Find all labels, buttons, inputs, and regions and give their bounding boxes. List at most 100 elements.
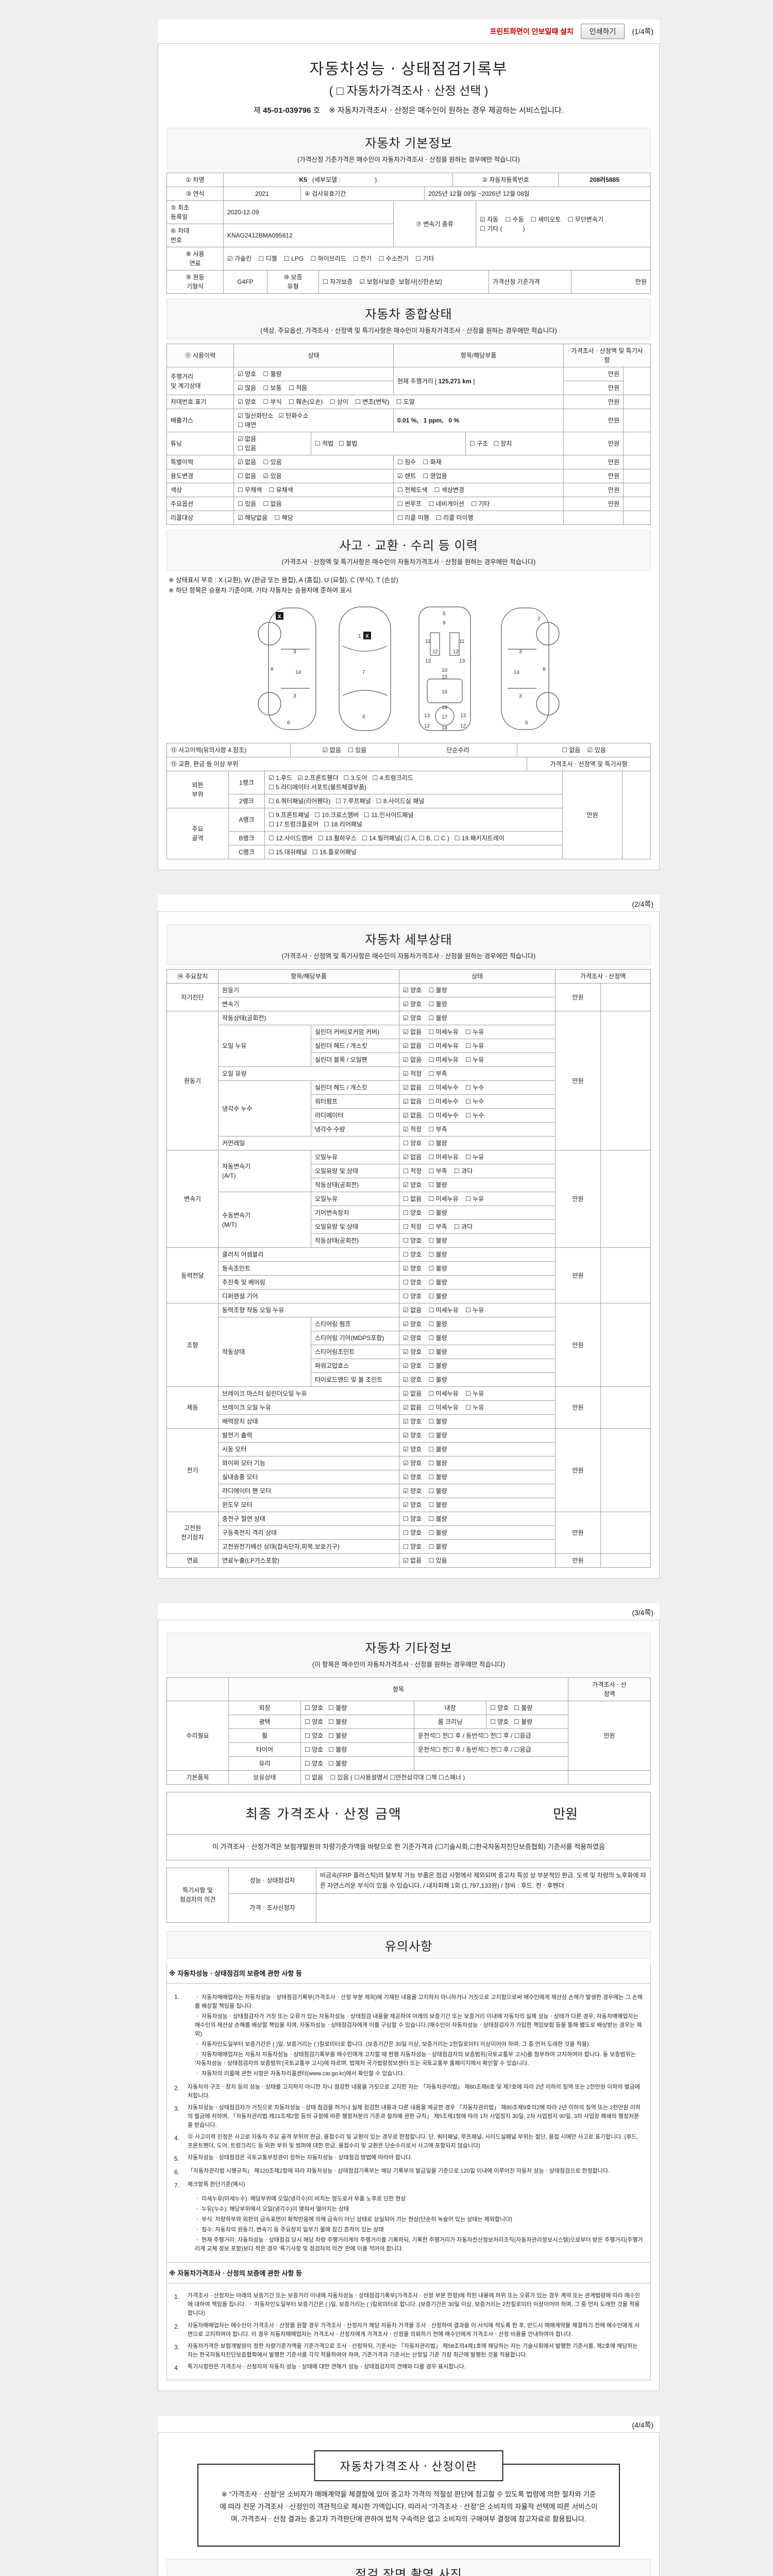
- item-label: 클러치 어셈블리: [219, 1248, 399, 1262]
- panel-number: 12: [453, 649, 459, 655]
- note-bullet: ㆍ 자동차인도일부터 보증기간은 ( )일, 보증거리는 ( )킬로미터로 합니…: [195, 2041, 589, 2047]
- note-cell: [624, 395, 651, 409]
- row-label: 배출가스: [167, 409, 234, 432]
- item-label: 등속조인트: [219, 1262, 399, 1276]
- car-right-profile-outline: [501, 607, 549, 730]
- panel-number: 13: [424, 713, 430, 719]
- checkbox-group: ☑ 없음 ☐ 미세누유 ☐ 누유: [399, 1039, 556, 1053]
- item-label: 오일 누유: [219, 1025, 311, 1067]
- checkbox-group: ☐ 12.사이드멤버 ☐ 13.휠하우스 ☐ 14.필러패널( ☐ A, ☐ B…: [265, 832, 563, 845]
- group-label: 특기사항 및 점검자의 의견: [167, 1868, 229, 1923]
- sub-item-label: 타이로드엔드 및 볼 조인트: [311, 1373, 399, 1387]
- sub-item-label: 실린더 커버(로커암 커버): [311, 1025, 399, 1039]
- item-label: 변속기: [219, 997, 399, 1011]
- col-header: 상태: [399, 970, 556, 984]
- print-button[interactable]: 인쇄하기: [580, 24, 625, 39]
- comprehensive-table: ⑪ 사용이력 상태 항목/해당부품 가격조사ㆍ산정액 및 특기사 항 주행거리 …: [166, 344, 651, 525]
- section-note: (가격산정 기준가격은 매수인이 자동차가격조사ㆍ산정을 원하는 경우에만 적습…: [297, 156, 520, 163]
- col-header: 항목/해당부품: [219, 970, 399, 984]
- print-toolbar: 프린트화면이 안보일때 설치 인쇄하기 (1/4쪽): [158, 20, 660, 43]
- checkbox-group: ☐ 양호 ☐ 불량: [399, 1290, 556, 1303]
- checkbox-group: ☑ 없음 ☐ 미세누유 ☐ 누유: [399, 1150, 556, 1164]
- note-bullet: ㆍ 누유(누수): 해당부위에서 오일(냉각수)이 맺혀서 떨어지는 상태: [195, 2206, 349, 2213]
- checkbox-group: ☑ 양호 ☐ 불량: [399, 1443, 556, 1456]
- note-cell: [601, 1150, 651, 1248]
- item-label: 휠: [229, 1729, 301, 1743]
- price-unit: 만원: [564, 367, 624, 381]
- car-top-outline: [339, 606, 391, 731]
- section-title: 자동차 기타정보: [365, 1641, 452, 1655]
- note-cell: [601, 1554, 651, 1568]
- checkbox-group: ☑ 양호 ☐ 불량: [399, 1331, 556, 1345]
- col-header: 항목/해당부품: [394, 344, 564, 367]
- checkbox-group: ☐ 양호 ☐ 불량: [301, 1715, 414, 1729]
- item-label: 브레이크 오일 누유: [219, 1401, 399, 1415]
- price-unit: 만원: [564, 381, 624, 395]
- doc-title: 자동차성능ㆍ상태점검기록부: [309, 61, 508, 78]
- col-header: 항목: [229, 1678, 568, 1701]
- checkbox-group: ☐ 양호 ☐ 불량: [399, 1206, 556, 1220]
- sub-item-label: 파워고압호스: [311, 1359, 399, 1373]
- checkbox-group: ☑ 양호 ☐ 불량: [399, 1345, 556, 1359]
- note-number: 3.: [174, 2343, 180, 2351]
- note-text: 「자동차관리법 시행규칙」 제120조제2항에 따라 자동차성능ㆍ상태점검기록부…: [188, 2167, 610, 2174]
- document-column: 프린트화면이 안보일때 설치 인쇄하기 (1/4쪽) 자동차성능ㆍ상태점검기록부…: [158, 0, 660, 2576]
- checkbox-group: ☐ 없음 ☐ 미세누유 ☐ 누유: [399, 1192, 556, 1206]
- final-price-band: 최종 가격조사ㆍ산정 금액 만원: [166, 1792, 651, 1835]
- doc-number-line: 제 45-01-039796 호 ※ 자동차가격조사ㆍ산정은 매수인이 원하는 …: [166, 98, 651, 123]
- note-bullet: ㆍ 자동차의 리콜에 관한 사항은 자동차리콜센터(www.car.go.kr)…: [195, 2070, 405, 2077]
- panel-number: 16: [442, 689, 448, 695]
- note-number: 7.: [174, 2181, 180, 2189]
- note-text: 자동차의 구조ㆍ장치 등의 성능ㆍ상태를 고지하지 아니한 자나 점검한 내용을…: [188, 2084, 640, 2099]
- checkbox-group: ☐ 있음 ☐ 없음: [234, 497, 394, 511]
- checkbox-group: ☑ 많음 ☐ 보통 ☐ 적음: [234, 381, 394, 395]
- other-info-header: 자동차 기타정보 (이 항목은 매수인이 자동차가격조사ㆍ산정을 원하는 경우에…: [166, 1633, 651, 1673]
- checkbox-group: ☑ 가솔린 ☐ 디젤 ☐ LPG ☐ 하이브리드 ☐ 전기 ☐ 수소전기 ☐ 기…: [224, 247, 651, 270]
- sub-item-label: 작동상태(공회전): [311, 1178, 399, 1192]
- panel-number: 17: [442, 715, 448, 720]
- doc-subtitle: ( □ 자동차가격조사ㆍ산정 선택 ): [329, 84, 489, 97]
- sub-item-label: 냉각수 수량: [311, 1123, 399, 1137]
- row-label: ④ 검사유효기간: [301, 187, 425, 201]
- note-cell: [624, 497, 651, 511]
- other-info-table: 항목 가격조사ㆍ산 정액 수리필요 외장 ☐ 양호 ☐ 불량 내장 ☐ 양호 ☐ 불량…: [166, 1677, 651, 1785]
- checkbox-group: ☑ 양호 ☐ 불량: [399, 1498, 556, 1512]
- checkbox-group: ☐ 양호 ☐ 불량: [399, 1540, 556, 1554]
- checkbox-group: ☐ 양호 ☐ 불량: [399, 1276, 556, 1290]
- checkbox-group: ☑ 렌트 ☐ 영업용: [394, 469, 564, 483]
- sub-item-label: 스티어링 펌프: [311, 1317, 399, 1331]
- note-number: 4.: [174, 2364, 180, 2371]
- doc-no: 45-01-039796: [263, 106, 311, 115]
- price-unit: 만원: [564, 469, 624, 483]
- x-mark-badge: [363, 632, 371, 639]
- price-basis-note: 이 가격조사ㆍ산정가격은 보험개발원의 차량기준가액을 바탕으로 한 기준가격과…: [166, 1835, 651, 1860]
- checkbox-group: ☐ 15.대쉬패널 ☐ 16.플로어패널: [265, 845, 563, 859]
- field-value: 0.01 %, 1 ppm, 0 %: [394, 409, 564, 432]
- note-bullet: ㆍ 침수: 자동차의 원동기, 변속기 등 주요장치 일부가 물에 잠긴 흔적이…: [195, 2227, 384, 2233]
- item-label: 수동변속기 (M/T): [219, 1192, 311, 1248]
- page-indicator-2: (2/4쪽): [158, 895, 660, 911]
- checkbox-group: ☑ 양호 ☐ 불량: [399, 984, 556, 997]
- note-cell: [624, 432, 651, 455]
- doc-no-suffix: 호: [313, 106, 321, 115]
- section-note: (이 항목은 매수인이 자동차가격조사ㆍ산정을 원하는 경우에만 적습니다): [312, 1661, 506, 1668]
- price-unit: 만원: [568, 1701, 651, 1771]
- note-text: 가격조사ㆍ산정자는 아래의 보증기간 또는 보증거리 이내에 자동차성능ㆍ상태점…: [188, 2293, 641, 2317]
- checkbox-group: ☐ 구조 ☐ 장치: [466, 432, 564, 455]
- note-number: 2.: [174, 2323, 180, 2330]
- print-install-link[interactable]: 프린트화면이 안보일때 설치: [490, 27, 574, 36]
- detail-table: ⑭ 주요장치 항목/해당부품 상태 가격조사ㆍ산정액 자기진단 원동기 ☑ 양호 …: [166, 969, 651, 1568]
- group-label: 제동: [167, 1387, 219, 1429]
- price-unit: 만원: [556, 1387, 601, 1429]
- checkbox-group: ☑ 양호 ☐ 불량: [399, 1262, 556, 1276]
- price-unit: 만원: [556, 1150, 601, 1248]
- checkbox-group: ☐ 9.프론트패널 ☐ 10.크로스멤버 ☐ 11.인사이드패널 ☐ 17.트렁…: [265, 808, 563, 832]
- price-unit: 만원: [556, 984, 601, 1011]
- appraisal-info-title: 자동차가격조사ㆍ산정이란: [314, 2450, 503, 2482]
- col-header: ⑪ 사용이력: [167, 344, 234, 367]
- sub-item-label: 오일유량 및 상태: [311, 1164, 399, 1178]
- sub-item-label: 워터펌프: [311, 1095, 399, 1109]
- row-label: 특별이력: [167, 455, 234, 469]
- item-label: 광택: [229, 1715, 301, 1729]
- group-label: 외판 부위: [167, 771, 229, 808]
